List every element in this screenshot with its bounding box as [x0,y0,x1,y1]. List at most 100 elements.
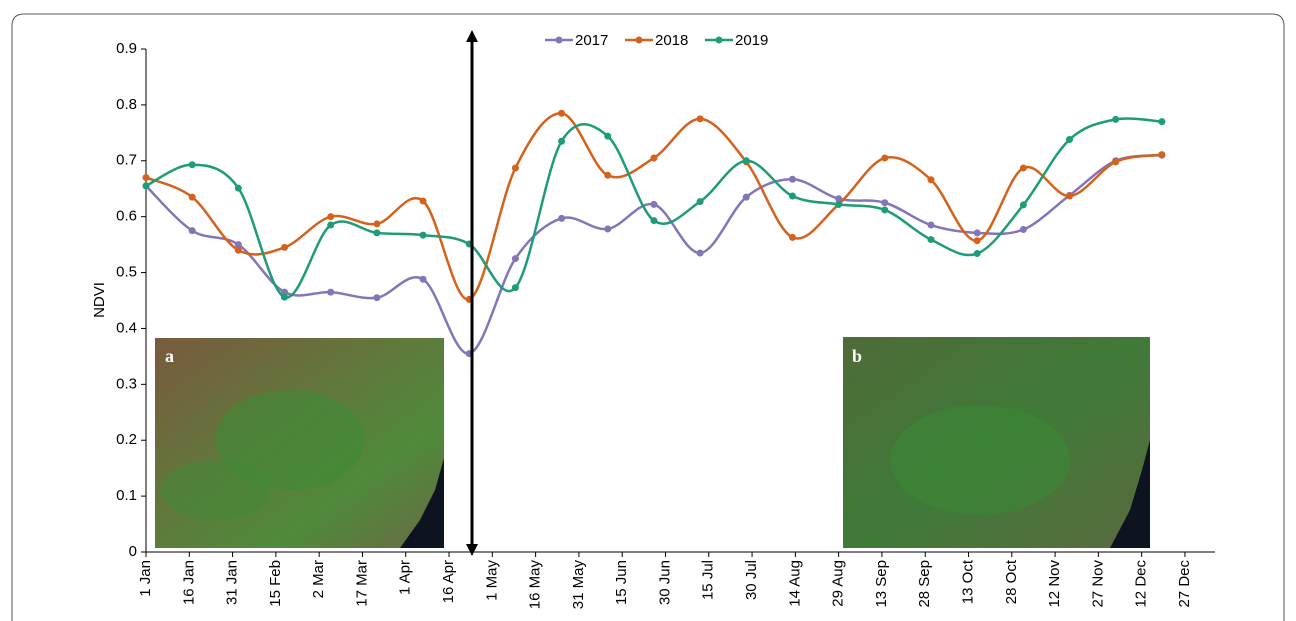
x-tick-label: 1 Apr [397,560,414,595]
point [696,115,704,123]
x-tick-label: 30 Jul [743,560,760,600]
point [835,200,843,208]
legend-marker [555,36,563,44]
series-line [145,117,1162,299]
point [604,225,612,233]
point [373,229,381,237]
point [742,193,750,201]
point [650,200,658,208]
x-tick-label: 31 May [570,560,587,610]
point [1158,151,1166,159]
point [1112,115,1120,123]
x-tick-label: 15 Jul [700,560,717,600]
arrow [466,30,478,556]
point [604,171,612,179]
y-tick-label: 0.3 [116,375,137,392]
point [234,246,242,254]
x-tick-label: 28 Oct [1003,559,1020,604]
point [281,288,289,296]
point [650,217,658,225]
legend-label: 2017 [575,32,608,49]
x-tick-label: 17 Mar [353,560,370,607]
x-tick-label: 16 Apr [440,560,457,603]
point [327,221,335,229]
plot [142,109,1166,358]
point [696,198,704,206]
inset-b: b [843,337,1150,548]
point [881,199,889,207]
point [650,154,658,162]
x-tick-label: 14 Aug [786,560,803,607]
point [881,154,889,162]
point [927,176,935,184]
x-tick-label: 1 May [483,560,500,601]
y-tick-label: 0.5 [116,264,137,281]
point [558,214,566,222]
point [1019,164,1027,172]
point [558,109,566,117]
point [1019,201,1027,209]
point [234,184,242,192]
point [188,193,196,201]
y-tick-label: 0.7 [116,152,137,169]
point [188,161,196,169]
point [927,236,935,244]
point [327,288,335,296]
x-tick-label: 15 Jun [613,560,630,605]
y-tick-label: 0.2 [116,431,137,448]
point [558,137,566,145]
y-tick-label: 0.1 [116,487,137,504]
point [973,229,981,237]
x-tick-label: 13 Sep [873,560,890,608]
point [1112,158,1120,166]
point [281,293,289,301]
point [1019,226,1027,234]
y-tick-label: 0.4 [116,319,137,336]
point [281,243,289,251]
point [1158,118,1166,126]
point [142,174,150,182]
point [927,221,935,229]
point [327,213,335,221]
point [973,250,981,258]
x-tick-label: 16 May [527,560,544,610]
legend-marker [715,36,723,44]
point [788,192,796,200]
point [188,227,196,235]
x-tick-label: 2 Mar [310,560,327,598]
y-tick-label: 0.9 [116,40,137,57]
legend-label: 2018 [655,32,688,49]
point [142,182,150,190]
x-tick-label: 15 Feb [267,560,284,607]
x-tick-label: 13 Oct [959,559,976,604]
frame [11,13,1285,621]
x-tick-label: 16 Jan [180,560,197,605]
x-tick-label: 27 Dec [1176,560,1193,608]
point [788,175,796,183]
point [1066,192,1074,200]
x-tick-label: 27 Nov [1089,560,1106,608]
y-tick-label: 0.8 [116,96,137,113]
point [419,275,427,283]
point [511,255,519,263]
legend-item: 2019 [705,32,768,49]
x-tick-label: 12 Dec [1133,560,1150,608]
point [973,237,981,245]
point [419,231,427,239]
point [373,220,381,228]
y-axis-label: NDVI [91,282,108,318]
point [511,164,519,172]
x-tick-label: 12 Nov [1046,560,1063,608]
y-tick-label: 0.6 [116,208,137,225]
point [835,195,843,203]
point [419,197,427,205]
inset-label: b [852,346,862,366]
inset-label: a [165,346,174,366]
point [696,249,704,257]
legend-marker [635,36,643,44]
x-tick-label: 28 Sep [916,560,933,608]
legend-item: 2018 [625,32,688,49]
point [234,241,242,249]
y-tick-label: 0 [129,543,137,560]
